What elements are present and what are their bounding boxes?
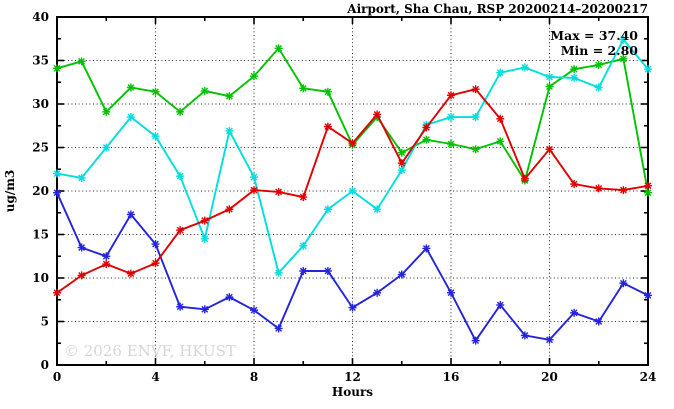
series-red (53, 85, 652, 297)
series-cyan-line (56, 37, 649, 275)
x-tick-label: 0 (53, 370, 61, 384)
chart-header: Airport, Sha Chau, RSP 20200214–20200217 (346, 2, 648, 16)
series-cyan (53, 35, 652, 277)
y-tick-labels: 0 5 10 15 20 25 30 35 40 (32, 10, 49, 372)
series-green-markers (53, 44, 652, 197)
series-cyan-markers (53, 35, 652, 277)
x-tick-label: 4 (151, 370, 159, 384)
x-tick-label: 16 (443, 370, 460, 384)
x-tick-label: 8 (250, 370, 258, 384)
chart-title: Airport, Sha Chau, RSP 20200214–20200217 (346, 2, 648, 16)
min-annotation: Min = 2.80 (561, 43, 639, 58)
y-tick-label: 15 (32, 228, 49, 242)
series-red-markers (53, 85, 652, 297)
y-tick-label: 0 (41, 358, 49, 372)
x-axis-label: Hours (332, 385, 373, 399)
y-tick-label: 25 (32, 141, 49, 155)
series-green-line (56, 46, 649, 193)
y-tick-label: 10 (32, 271, 49, 285)
x-tick-label: 12 (344, 370, 361, 384)
y-tick-label: 5 (41, 315, 49, 329)
series-blue-markers (53, 188, 652, 345)
watermark: © 2026 ENVF, HKUST (64, 342, 236, 360)
x-tick-label: 24 (640, 370, 657, 384)
watermark-text: © 2026 ENVF, HKUST (64, 342, 236, 360)
y-tick-label: 35 (32, 54, 49, 68)
y-tick-label: 40 (32, 10, 49, 24)
axis-labels: Hours ug/m3 (3, 170, 373, 399)
series-blue (53, 188, 652, 345)
y-tick-label: 30 (32, 97, 49, 111)
y-tick-label: 20 (32, 184, 49, 198)
x-tick-labels: 0 4 8 12 16 20 24 (53, 370, 657, 384)
series-green (53, 44, 652, 197)
x-tick-label: 20 (541, 370, 558, 384)
max-annotation: Max = 37.40 (550, 28, 638, 43)
axis-ticks (56, 16, 649, 366)
y-axis-label: ug/m3 (3, 170, 17, 213)
